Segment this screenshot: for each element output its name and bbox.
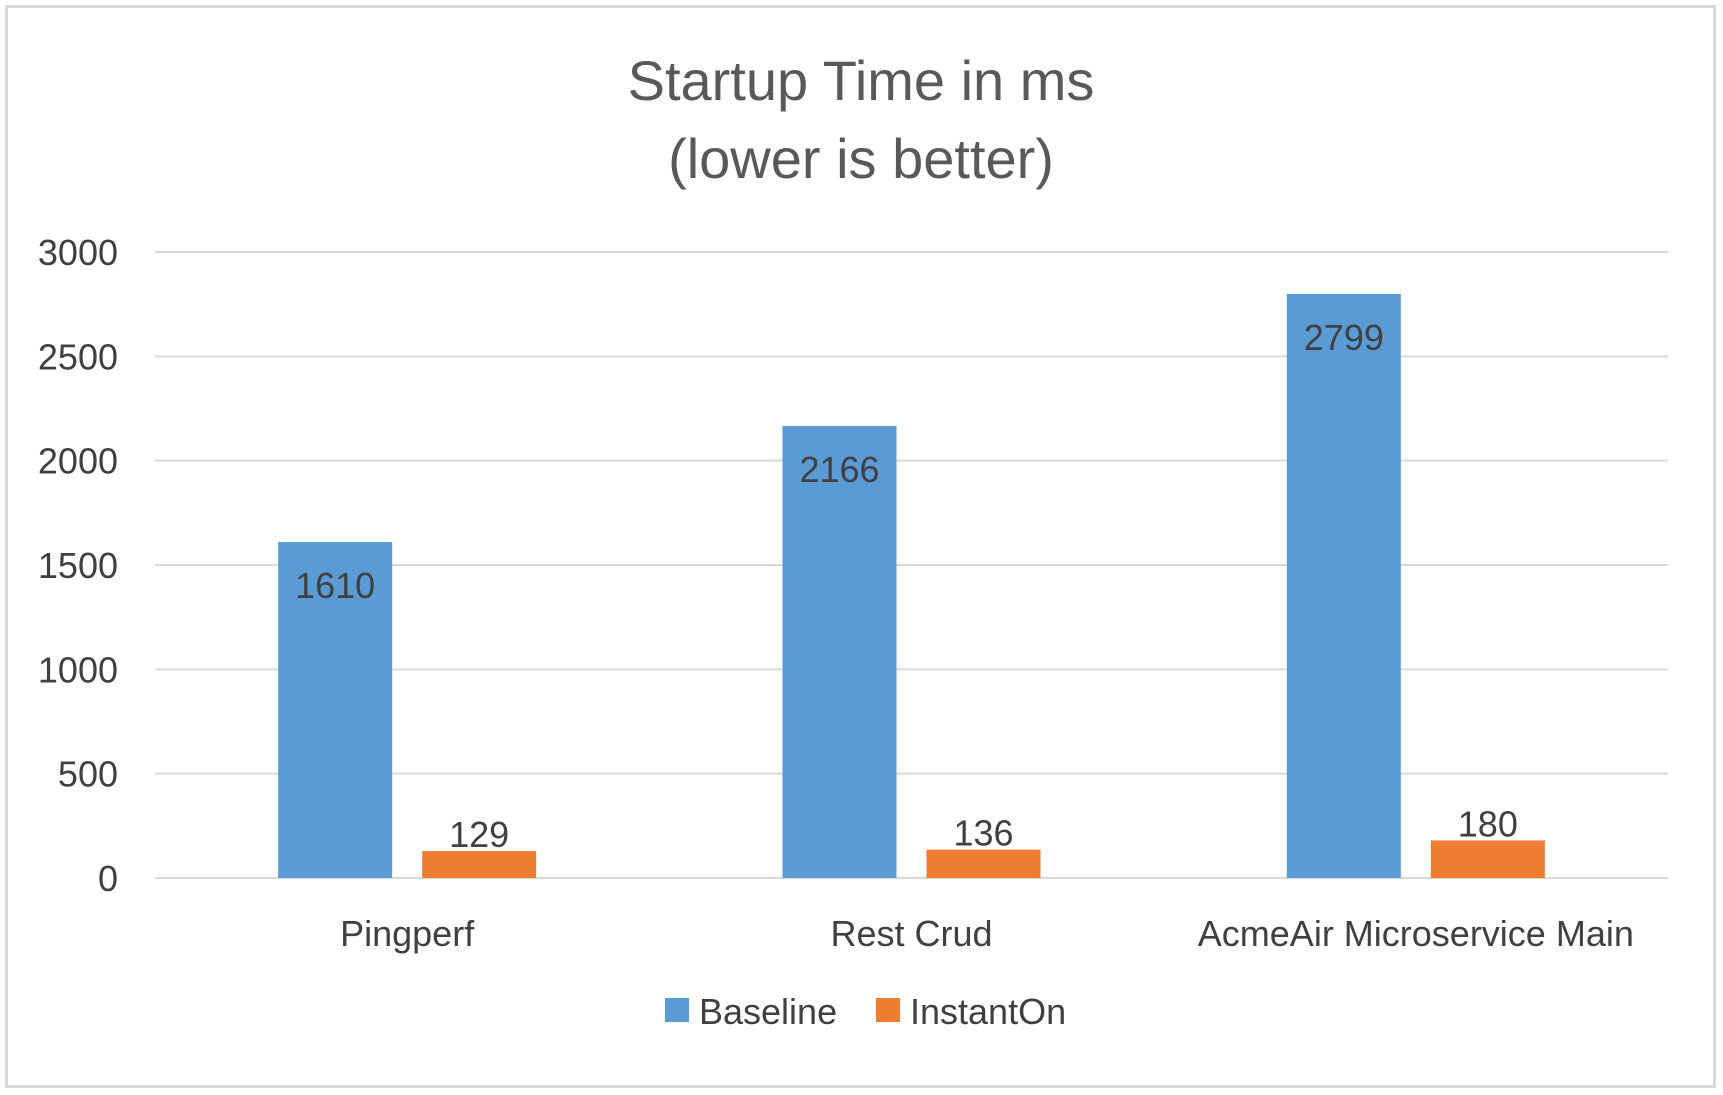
data-label: 129 [449, 814, 509, 855]
legend-label-baseline: Baseline [699, 991, 837, 1032]
y-tick-label: 500 [58, 754, 118, 795]
chart-title-line-2: (lower is better) [668, 127, 1054, 190]
bar-instanton-1 [422, 851, 537, 878]
data-label: 180 [1458, 803, 1518, 844]
category-label: Pingperf [340, 913, 475, 954]
y-tick-label: 2000 [38, 441, 118, 482]
legend-label-instanton: InstantOn [910, 991, 1066, 1032]
y-tick-label: 2500 [38, 336, 118, 377]
category-labels: Pingperf Rest Crud AcmeAir Microservice Ma… [340, 913, 1634, 954]
bar-baseline-1 [278, 542, 393, 878]
legend-swatch-baseline [665, 998, 689, 1022]
bar-instanton-2 [926, 849, 1041, 878]
data-label: 136 [953, 813, 1013, 854]
y-tick-label: 1000 [38, 649, 118, 690]
data-label: 2166 [799, 449, 879, 490]
data-label: 2799 [1304, 317, 1384, 358]
bar-instanton-3 [1430, 840, 1545, 878]
y-tick-label: 3000 [38, 232, 118, 273]
gridlines [155, 251, 1668, 879]
chart-title-line-1: Startup Time in ms [628, 49, 1095, 112]
bar-baseline-3 [1286, 293, 1401, 878]
data-label: 1610 [295, 565, 375, 606]
y-tick-label: 1500 [38, 545, 118, 586]
bars [278, 293, 1545, 878]
category-label: AcmeAir Microservice Main [1198, 913, 1634, 954]
bar-baseline-2 [782, 426, 897, 878]
category-label: Rest Crud [830, 913, 992, 954]
legend-swatch-instanton [876, 998, 900, 1022]
y-axis-ticks: 0 500 1000 1500 2000 2500 3000 [38, 232, 118, 899]
y-tick-label: 0 [98, 858, 118, 899]
data-labels: 1610 129 2166 136 2799 180 [295, 317, 1518, 855]
legend: Baseline InstantOn [665, 991, 1066, 1032]
